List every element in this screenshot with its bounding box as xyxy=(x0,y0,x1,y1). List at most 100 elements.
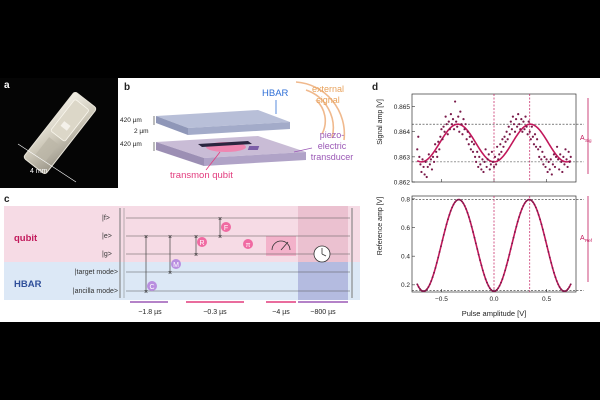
data-point xyxy=(550,173,553,176)
data-point xyxy=(520,118,523,121)
data-point xyxy=(449,209,452,212)
panel-a-letter: a xyxy=(4,80,10,91)
data-point xyxy=(534,145,538,148)
data-point xyxy=(563,163,566,166)
data-point xyxy=(466,211,469,214)
data-point xyxy=(431,276,434,279)
data-point xyxy=(555,280,558,282)
level-g: |g> xyxy=(102,251,112,258)
duration-1: ~1.8 µs xyxy=(138,309,162,316)
data-point xyxy=(441,138,444,141)
data-point xyxy=(416,148,419,151)
data-point xyxy=(537,148,540,151)
gap-label: 2 µm xyxy=(134,128,149,135)
data-point xyxy=(481,158,484,161)
data-point xyxy=(451,118,455,121)
data-point xyxy=(418,155,421,158)
data-point xyxy=(557,158,560,161)
data-point xyxy=(546,245,548,248)
data-point xyxy=(524,115,527,118)
svg-text:A: A xyxy=(580,235,585,242)
data-point xyxy=(530,125,533,128)
data-point xyxy=(481,269,484,272)
data-point xyxy=(484,278,487,280)
data-point xyxy=(487,284,490,287)
thickness-top-label: 420 µm xyxy=(120,117,142,124)
data-point xyxy=(420,289,423,292)
data-point xyxy=(430,280,433,282)
data-point xyxy=(475,160,478,163)
data-point xyxy=(522,120,525,123)
data-point xyxy=(525,125,528,128)
data-point xyxy=(469,220,472,223)
data-point xyxy=(467,216,470,218)
data-point xyxy=(490,288,493,291)
clock-icon xyxy=(313,245,331,263)
data-point xyxy=(495,163,498,166)
data-point xyxy=(514,118,518,121)
svg-text:×: × xyxy=(168,270,172,277)
svg-text:π: π xyxy=(246,242,251,249)
data-point xyxy=(526,199,529,202)
data-point xyxy=(428,163,431,166)
external-signal-arcs xyxy=(295,81,346,141)
svg-text:A: A xyxy=(580,135,585,142)
data-point xyxy=(569,155,572,158)
data-point xyxy=(472,231,474,233)
data-point xyxy=(504,269,507,272)
data-point xyxy=(448,213,451,216)
y-tick-label: 0.4 xyxy=(401,254,410,261)
data-point xyxy=(551,163,554,166)
amp-sig-annotation: A Sig xyxy=(580,98,592,174)
data-point xyxy=(507,259,509,262)
data-point xyxy=(500,281,502,284)
data-point xyxy=(455,120,458,123)
data-point xyxy=(529,138,532,141)
data-point xyxy=(421,158,424,161)
svg-text:×: × xyxy=(218,234,222,241)
data-point xyxy=(471,150,475,153)
data-point xyxy=(509,248,512,250)
scale-label: 4 mm xyxy=(30,168,48,175)
data-point xyxy=(434,267,437,269)
data-point xyxy=(531,135,534,138)
data-point xyxy=(462,202,465,205)
data-point xyxy=(551,267,554,269)
data-point xyxy=(459,110,462,113)
data-point xyxy=(443,130,446,133)
data-point xyxy=(502,274,505,276)
data-point xyxy=(484,148,487,151)
svg-text:×: × xyxy=(218,216,222,223)
data-point xyxy=(427,153,430,156)
data-point xyxy=(518,216,521,218)
data-point xyxy=(463,128,466,131)
y-tick-label: 0.864 xyxy=(394,129,411,136)
data-point xyxy=(465,208,467,210)
data-point xyxy=(548,168,551,171)
data-point xyxy=(554,276,557,279)
svg-text:×: × xyxy=(194,252,198,259)
data-point xyxy=(423,290,426,293)
data-point xyxy=(547,160,550,163)
data-point xyxy=(461,200,463,203)
data-point xyxy=(441,239,444,242)
data-point xyxy=(468,135,471,138)
svg-text:Ref: Ref xyxy=(585,238,593,243)
data-point xyxy=(425,175,428,179)
data-point xyxy=(478,155,481,158)
data-point xyxy=(480,264,483,267)
data-point xyxy=(452,203,455,206)
data-point xyxy=(424,289,427,292)
data-point xyxy=(461,133,464,136)
data-point xyxy=(452,128,456,131)
data-point xyxy=(442,125,445,128)
duration-2: ~0.3 µs xyxy=(203,309,227,316)
data-point xyxy=(482,170,485,174)
mode-target: |target mode> xyxy=(75,269,118,276)
data-point xyxy=(565,289,568,292)
hbar-slab xyxy=(156,110,290,135)
data-point xyxy=(542,163,545,166)
data-point xyxy=(480,168,483,171)
data-point xyxy=(477,253,480,256)
data-point xyxy=(510,128,513,131)
